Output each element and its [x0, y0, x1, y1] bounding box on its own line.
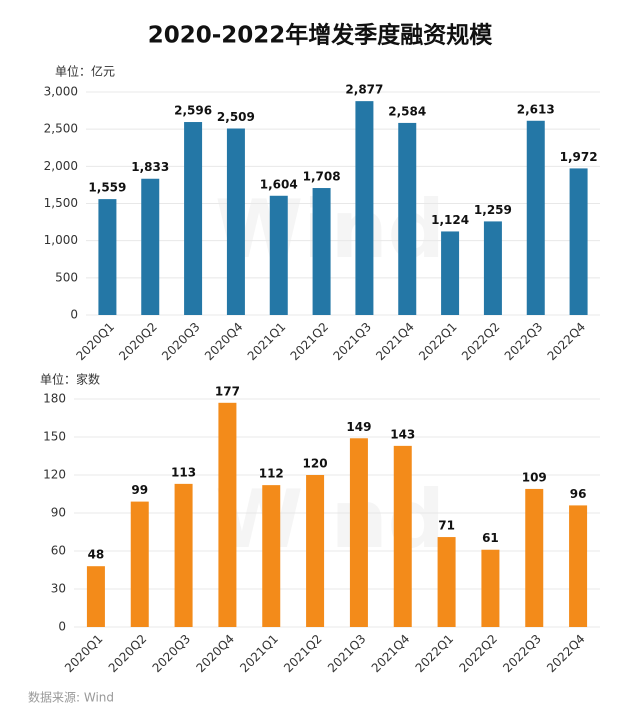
data-label: 113 [171, 465, 196, 479]
source-note: 数据来源: Wind [28, 690, 114, 705]
y-tick-label: 120 [43, 468, 66, 482]
bar [483, 221, 502, 315]
bar [269, 195, 288, 315]
bar [569, 505, 588, 627]
data-label: 177 [215, 384, 240, 398]
bar [398, 122, 417, 315]
y-axis-unit: 单位：亿元 [55, 64, 115, 79]
data-label: 1,124 [431, 213, 469, 227]
data-label: 109 [522, 470, 547, 484]
chart-title: 2020-2022年增发季度融资规模 [148, 22, 494, 49]
data-label: 99 [131, 483, 148, 497]
bar [226, 128, 245, 315]
y-tick-label: 500 [55, 270, 78, 284]
data-label: 1,708 [303, 170, 341, 184]
y-tick-label: 1,000 [44, 233, 78, 247]
data-label: 61 [482, 531, 499, 545]
bar [437, 537, 456, 627]
data-label: 2,509 [217, 110, 255, 124]
bar [349, 438, 368, 627]
bar [441, 231, 460, 315]
y-tick-label: 1,500 [44, 196, 78, 210]
data-label: 1,972 [560, 150, 598, 164]
bar [130, 501, 149, 627]
y-tick-label: 2,500 [44, 122, 78, 136]
data-label: 143 [390, 427, 415, 441]
bar [262, 485, 281, 627]
y-tick-label: 90 [51, 506, 66, 520]
bar [569, 168, 588, 315]
data-label: 71 [438, 519, 455, 533]
y-tick-label: 3,000 [44, 85, 78, 99]
bar [525, 488, 544, 627]
y-tick-label: 0 [70, 308, 78, 322]
y-tick-label: 0 [58, 620, 66, 634]
data-label: 2,584 [388, 104, 426, 118]
bar [481, 549, 500, 627]
data-label: 1,604 [260, 177, 298, 191]
data-label: 149 [346, 420, 371, 434]
bar [355, 101, 374, 315]
bar [184, 122, 203, 315]
data-label: 2,613 [517, 102, 555, 116]
bar [218, 402, 237, 627]
y-tick-label: 30 [51, 582, 66, 596]
data-label: 120 [303, 457, 328, 471]
bar [526, 120, 545, 315]
y-tick-label: 60 [51, 544, 66, 558]
bar [306, 475, 325, 627]
data-label: 48 [88, 548, 105, 562]
data-label: 96 [570, 487, 587, 501]
data-label: 112 [259, 467, 284, 481]
bar [141, 178, 160, 315]
bar [98, 199, 117, 315]
data-label: 1,559 [88, 181, 126, 195]
y-axis-unit: 单位：家数 [40, 372, 100, 387]
bar [312, 188, 331, 315]
data-label: 2,877 [345, 83, 383, 97]
data-label: 1,259 [474, 203, 512, 217]
y-tick-label: 2,000 [44, 159, 78, 173]
data-label: 1,833 [131, 160, 169, 174]
bar [393, 445, 412, 627]
y-tick-label: 150 [43, 430, 66, 444]
bar [174, 483, 193, 627]
y-tick-label: 180 [43, 392, 66, 406]
data-label: 2,596 [174, 104, 212, 118]
bar [86, 566, 105, 627]
